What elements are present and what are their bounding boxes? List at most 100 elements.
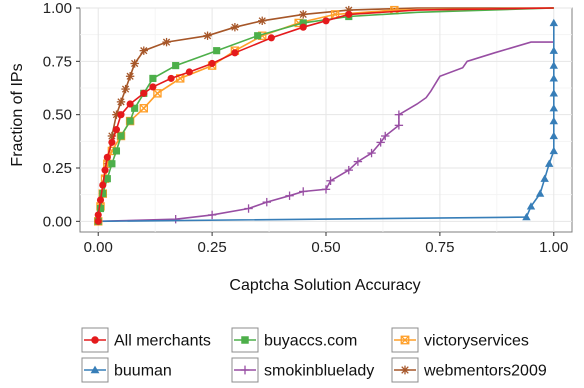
data-point — [117, 111, 125, 119]
x-tick-label: 1.00 — [539, 239, 568, 256]
data-point — [103, 153, 111, 161]
data-point — [171, 215, 180, 224]
data-point — [153, 89, 162, 98]
data-point — [299, 10, 308, 19]
data-point — [131, 104, 139, 112]
legend-label: webmentors2009 — [423, 363, 547, 380]
y-tick-label: 0.50 — [43, 107, 72, 124]
data-point — [367, 148, 376, 158]
data-point — [549, 146, 558, 155]
legend-item: buyaccs.com — [231, 327, 357, 353]
data-point — [230, 23, 240, 32]
data-point — [167, 74, 175, 82]
data-point — [244, 204, 253, 213]
data-point — [139, 46, 148, 55]
data-point — [299, 23, 307, 31]
data-point — [90, 365, 100, 374]
data-point — [112, 147, 121, 155]
data-point — [213, 47, 221, 55]
data-point — [549, 46, 558, 54]
data-point — [126, 100, 134, 108]
x-tick-label: 0.50 — [311, 239, 340, 256]
data-point — [203, 31, 212, 40]
data-point — [535, 189, 545, 197]
legend-label: victoryservices — [424, 333, 529, 350]
y-axis-title: Fraction of IPs — [9, 63, 26, 166]
data-point — [549, 104, 558, 112]
data-point — [149, 74, 157, 82]
data-point — [262, 197, 271, 207]
legend-label: buyaccs.com — [264, 333, 357, 350]
data-point — [522, 212, 531, 221]
legend-item: webmentors2009 — [391, 357, 547, 383]
data-point — [549, 61, 558, 69]
data-point — [101, 166, 109, 174]
data-point — [254, 32, 262, 40]
data-point — [376, 138, 385, 147]
data-point — [112, 126, 121, 134]
legend-item: smokinbluelady — [231, 357, 374, 383]
series-buuman — [94, 18, 558, 225]
data-point — [108, 160, 116, 168]
data-point — [381, 131, 390, 141]
data-point — [91, 336, 99, 344]
data-point — [267, 34, 275, 42]
data-point — [394, 121, 404, 130]
data-point — [345, 10, 353, 18]
legend-label: All merchants — [114, 333, 211, 350]
data-point — [94, 217, 102, 225]
data-point — [231, 49, 239, 57]
data-point — [299, 19, 307, 27]
legend-item: All merchants — [81, 327, 211, 353]
data-point — [241, 336, 249, 344]
data-point — [149, 83, 157, 91]
data-point — [344, 165, 353, 175]
y-tick-label: 0.00 — [43, 213, 72, 230]
series-all-merchants — [94, 7, 554, 225]
data-point — [240, 365, 250, 375]
data-point — [162, 37, 171, 47]
x-tick-label: 0.75 — [425, 239, 454, 256]
data-point — [140, 89, 148, 97]
data-point — [394, 110, 404, 119]
data-point — [321, 185, 331, 194]
data-point — [400, 365, 410, 375]
data-point — [130, 59, 139, 68]
data-point — [172, 62, 180, 70]
x-tick-label: 0.00 — [84, 239, 113, 256]
legend-item: victoryservices — [391, 327, 529, 353]
data-point — [96, 196, 105, 204]
legend-label: buuman — [114, 363, 172, 380]
data-point — [99, 190, 107, 198]
data-point — [139, 104, 148, 113]
data-point — [549, 74, 558, 82]
legend: All merchants buyaccs.com victoryservices b… — [81, 327, 547, 383]
data-point — [400, 335, 410, 345]
data-point — [103, 175, 111, 183]
data-point — [353, 157, 363, 166]
data-point — [108, 138, 116, 146]
series-line — [97, 7, 554, 222]
y-tick-label: 0.75 — [43, 53, 72, 70]
data-point — [326, 176, 335, 185]
data-point — [549, 18, 558, 27]
data-point — [258, 16, 267, 25]
legend-label: smokinbluelady — [264, 363, 374, 380]
data-point — [285, 191, 294, 200]
data-point — [526, 202, 536, 210]
data-point — [185, 68, 193, 76]
data-point — [549, 131, 558, 140]
data-point — [549, 116, 558, 125]
series-smokinbluelady — [94, 41, 554, 226]
data-point — [549, 89, 558, 97]
data-point — [540, 174, 549, 182]
data-point — [121, 84, 130, 94]
legend-item: buuman — [81, 357, 172, 383]
data-point — [299, 187, 308, 196]
data-point — [322, 17, 330, 25]
data-point — [116, 97, 126, 107]
y-tick-label: 0.25 — [43, 160, 72, 177]
x-axis-title: Captcha Solution Accuracy — [229, 277, 420, 294]
data-point — [125, 72, 135, 81]
